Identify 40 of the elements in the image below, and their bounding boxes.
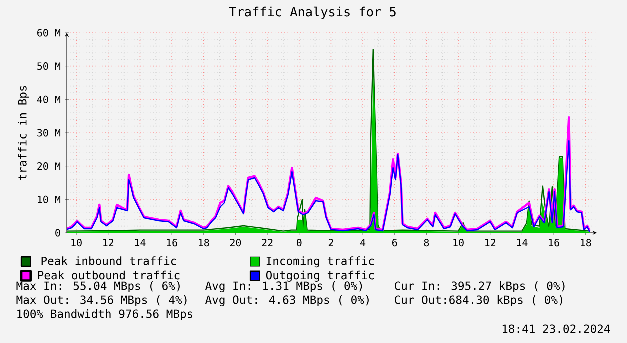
text: 100% Bandwidth 976.56 MBps	[18, 310, 193, 320]
legend-label: Incoming traffic	[266, 256, 374, 268]
text: Avg In: 1.31 MBps ( 0%)	[205, 281, 362, 293]
x-tick-label: 14	[135, 239, 146, 246]
line-series	[67, 116, 591, 232]
x-tick-label: 6	[392, 239, 398, 247]
text: Max In: 55.04 MBps ( 6%)	[16, 282, 180, 292]
x-tick-label: 12	[104, 239, 114, 246]
x-tick-label: 20	[230, 239, 242, 247]
x-tick-label: 16	[167, 239, 178, 247]
y-tick-label: 50 M	[38, 62, 61, 70]
y-tick-label: 30 M	[38, 129, 61, 137]
x-tick-label: 12	[486, 239, 496, 246]
x-tick-label: 0	[297, 239, 302, 247]
x-tick-label: 14	[517, 239, 528, 246]
text: Max Out: 34.56 MBps ( 4%)	[16, 296, 187, 306]
text: 18:41 23.02.2024	[502, 324, 610, 334]
y-axis-title: traffic in Bps	[18, 86, 30, 180]
y-tick-label: 10 M	[38, 196, 61, 204]
x-tick-label: 22	[262, 239, 273, 246]
x-tick-label: 4	[360, 239, 366, 246]
x-tick-label: 18	[581, 239, 592, 247]
y-tick-label: 40 M	[37, 96, 61, 104]
x-tick-label: 10	[72, 239, 82, 247]
text: Avg Out: 4.63 MBps ( 0%)	[205, 295, 369, 307]
y-tick-label: 20 M	[38, 162, 61, 170]
x-tick-label: 18	[199, 239, 210, 247]
text: Cur In: 395.27 kBps ( 0%)	[395, 282, 565, 292]
y-tick-label: 60 M	[38, 29, 61, 37]
x-tick-label: 8	[424, 239, 430, 247]
x-tick-label: 16	[549, 239, 560, 247]
legend-label: Peak inbound traffic	[42, 256, 176, 266]
chart-title: Traffic Analysis for 5	[229, 6, 396, 20]
x-tick-label: 10	[454, 239, 464, 247]
line-series	[67, 140, 590, 233]
legend-label: Outgoing traffic	[266, 270, 374, 282]
x-tick-label: 2	[328, 239, 334, 246]
text: Cur Out:684.30 kBps ( 0%)	[395, 296, 562, 306]
y-tick-label: 0	[56, 229, 60, 237]
legend-label: Peak outbound traffic	[38, 270, 180, 280]
